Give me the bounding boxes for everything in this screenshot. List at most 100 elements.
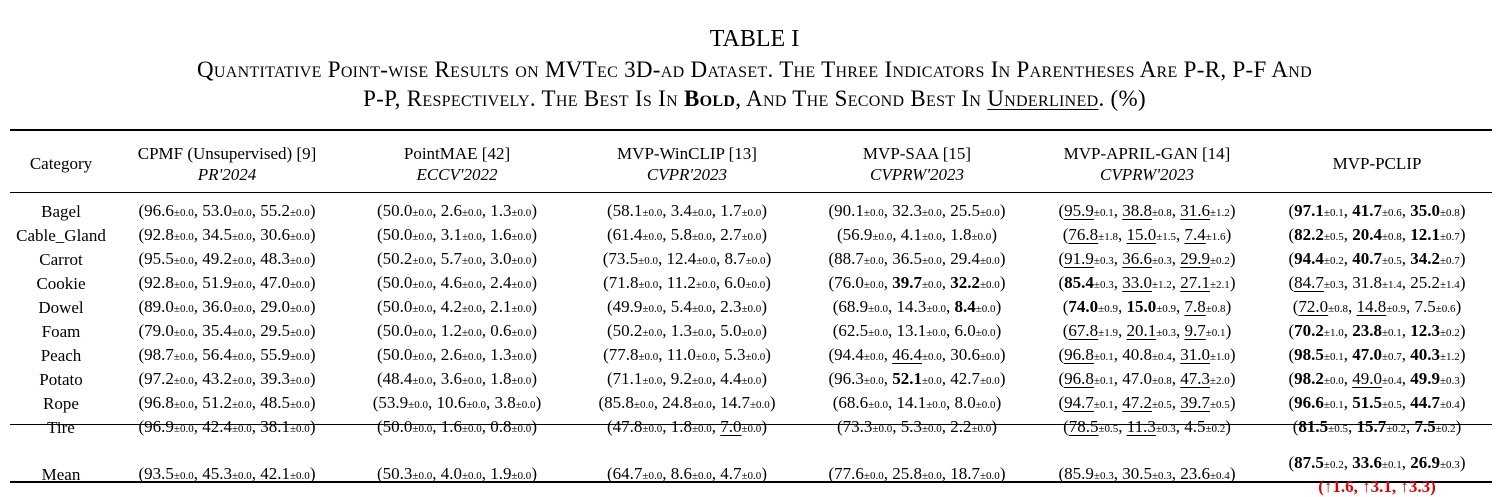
metric-value: 33.0 [1122, 273, 1152, 292]
metric-value: 48.4 [382, 369, 413, 388]
metric-value: 12.3 [1410, 321, 1441, 340]
metric-value: 13.1 [896, 321, 927, 340]
method-venue: CVPRW'2023 [1100, 164, 1194, 184]
result-cell: (50.0±0.0, 3.1±0.0, 1.6±0.0) [377, 225, 537, 244]
metric-value: 58.1 [612, 201, 643, 220]
metric-std: ±0.0 [290, 423, 310, 435]
metric-std: ±0.0 [980, 351, 1000, 363]
metric-value: 96.8 [144, 393, 174, 412]
metric-value: 11.3 [1126, 417, 1156, 436]
metric-std: ±0.0 [638, 351, 659, 363]
bottom-rule [10, 481, 1492, 483]
result-cell: (97.1±0.1, 41.7±0.6, 35.0±0.8) [1288, 201, 1466, 220]
metric-value: 5.3 [724, 345, 746, 364]
metric-std: ±0.0 [642, 375, 663, 387]
metric-std: ±0.0 [408, 399, 428, 411]
result-cell: (98.5±0.1, 47.0±0.7, 40.3±1.2) [1288, 345, 1466, 364]
caption-bold-word: Bold [684, 86, 736, 111]
metric-value: 8.7 [724, 249, 746, 268]
metric-value: 47.0 [1122, 369, 1152, 388]
metric-std: ±0.0 [173, 399, 194, 411]
metric-value: 2.6 [440, 201, 462, 220]
metric-value: 50.0 [382, 321, 413, 340]
method-venue: ECCV'2022 [416, 164, 498, 184]
metric-value: 87.5 [1294, 453, 1324, 472]
metric-value: 12.1 [1410, 225, 1441, 244]
metric-value: 8.6 [670, 463, 692, 483]
improvement-value: ↑3.3 [1400, 477, 1431, 496]
metric-value: 31.6 [1180, 201, 1211, 220]
metric-std: ±0.0 [412, 279, 433, 291]
metric-std: ±0.0 [231, 279, 252, 291]
metric-value: 94.4 [834, 345, 864, 364]
metric-std: ±0.5 [1151, 399, 1172, 411]
metric-std: ±0.6 [1381, 207, 1402, 219]
metric-value: 3.0 [490, 249, 512, 268]
metric-value: 40.3 [1410, 345, 1441, 364]
metric-std: ±0.2 [1210, 255, 1230, 267]
metric-std: ±0.0 [231, 231, 252, 243]
result-cell: (50.0±0.0, 2.6±0.0, 1.3±0.0) [377, 345, 537, 364]
metric-value: 33.6 [1352, 453, 1382, 472]
metric-std: ±0.0 [921, 231, 942, 243]
spacer-row [10, 440, 1492, 452]
metric-value: 56.4 [202, 345, 232, 364]
metric-std: ±0.0 [173, 231, 194, 243]
metric-value: 1.6 [440, 417, 462, 436]
metric-value: 97.2 [144, 369, 174, 388]
metric-std: ±2.1 [1210, 279, 1230, 291]
metric-value: 29.5 [260, 321, 291, 340]
metric-value: 64.7 [612, 463, 643, 483]
metric-value: 85.8 [604, 393, 634, 412]
metric-std: ±0.3 [1155, 423, 1176, 435]
result-cell: (74.0±0.9, 15.0±0.9, 7.8±0.8) [1062, 297, 1232, 316]
metric-std: ±0.0 [921, 279, 942, 291]
metric-value: 15.0 [1126, 297, 1157, 316]
metric-value: 29.9 [1180, 249, 1211, 268]
method-name: MVP-WinCLIP [13] [617, 143, 757, 163]
metric-std: ±0.0 [745, 351, 766, 363]
metric-std: ±0.0 [461, 207, 482, 219]
metric-value: 1.8 [490, 369, 512, 388]
result-cell: (61.4±0.0, 5.8±0.0, 2.7±0.0) [607, 225, 767, 244]
category-cell: Mean [41, 464, 81, 484]
metric-std: ±0.0 [696, 255, 717, 267]
result-cell: (90.1±0.0, 32.3±0.0, 25.5±0.0) [828, 201, 1006, 220]
method-name: MVP-APRIL-GAN [14] [1063, 143, 1231, 163]
metric-std: ±0.0 [290, 303, 310, 315]
metric-std: ±0.0 [461, 375, 482, 387]
metric-std: ±0.0 [750, 399, 770, 411]
metric-std: ±0.0 [511, 255, 532, 267]
result-cell: (77.6±0.0, 25.8±0.0, 18.7±0.0) [828, 463, 1006, 483]
metric-std: ±0.0 [511, 207, 532, 219]
metric-std: ±0.0 [691, 327, 712, 339]
table-row: Foam (79.0±0.0, 35.4±0.0, 29.5±0.0) (50.0±… [10, 320, 1492, 344]
result-cell: (79.0±0.0, 35.4±0.0, 29.5±0.0) [138, 321, 316, 340]
metric-std: ±0.0 [863, 255, 884, 267]
metric-value: 70.2 [1294, 321, 1324, 340]
metric-std: ±0.5 [1328, 423, 1348, 435]
metric-value: 5.3 [900, 417, 922, 436]
metric-std: ±0.1 [1205, 327, 1226, 339]
mean-values: (87.5±0.2, 33.6±0.1, 26.9±0.3) [1288, 453, 1466, 472]
result-cell: (50.0±0.0, 1.6±0.0, 0.8±0.0) [377, 417, 537, 436]
method-name: MVP-PCLIP [1332, 154, 1422, 173]
metric-std: ±0.5 [1381, 399, 1402, 411]
metric-std: ±0.8 [1328, 303, 1348, 315]
result-cell: (48.4±0.0, 3.6±0.0, 1.8±0.0) [377, 369, 537, 388]
metric-value: 88.7 [834, 249, 864, 268]
metric-value: 50.2 [612, 321, 643, 340]
result-cell: (49.9±0.0, 5.4±0.0, 2.3±0.0) [607, 297, 767, 316]
metric-std: ±0.0 [921, 351, 942, 363]
metric-std: ±0.0 [412, 469, 433, 482]
metric-value: 39.3 [260, 369, 291, 388]
metric-std: ±0.0 [691, 231, 712, 243]
metric-value: 42.4 [202, 417, 232, 436]
method-name: MVP-SAA [15] [862, 143, 972, 163]
result-cell: (70.2±1.0, 23.8±0.1, 12.3±0.2) [1288, 321, 1466, 340]
metric-std: ±0.0 [691, 375, 712, 387]
header-row: Category CPMF (Unsupervised) [9] PR'2024 … [10, 135, 1492, 192]
metric-std: ±0.0 [290, 279, 310, 291]
metric-value: 50.2 [382, 249, 413, 268]
metric-std: ±0.7 [1381, 351, 1402, 363]
